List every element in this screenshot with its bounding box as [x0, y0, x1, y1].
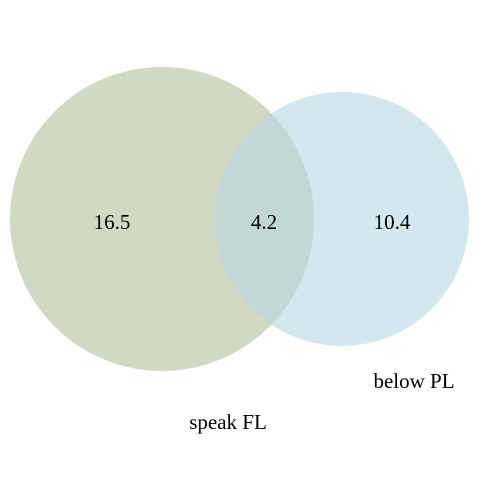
set-b-label: below PL — [373, 369, 454, 393]
set-b-circle — [215, 92, 469, 346]
set-b-only-value: 10.4 — [374, 210, 411, 234]
set-a-only-value: 16.5 — [94, 210, 131, 234]
set-a-label: speak FL — [189, 410, 267, 434]
overlap-value: 4.2 — [251, 210, 277, 234]
set-a-circle — [10, 67, 314, 371]
